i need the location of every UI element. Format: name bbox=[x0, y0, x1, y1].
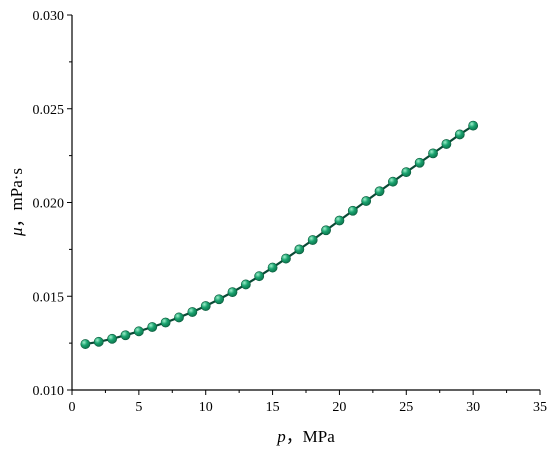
x-tick-label: 35 bbox=[533, 400, 547, 415]
y-axis-label: μ，mPa·s bbox=[7, 168, 26, 237]
data-point bbox=[454, 129, 465, 140]
data-point bbox=[267, 262, 278, 273]
data-point bbox=[227, 287, 238, 298]
x-axis-label: p，MPa bbox=[276, 427, 335, 446]
y-tick-label: 0.030 bbox=[33, 9, 65, 24]
y-tick-label: 0.010 bbox=[33, 384, 65, 399]
data-point bbox=[441, 139, 452, 149]
data-point bbox=[147, 322, 158, 332]
series-layer bbox=[80, 120, 479, 349]
data-point bbox=[281, 253, 291, 264]
data-point bbox=[174, 312, 184, 323]
y-tick-label: 0.015 bbox=[33, 290, 65, 305]
data-point bbox=[361, 196, 372, 206]
data-point bbox=[321, 225, 331, 236]
x-tick-label: 10 bbox=[199, 400, 213, 415]
data-point bbox=[80, 339, 91, 349]
y-axis-var: μ bbox=[7, 227, 26, 237]
data-point bbox=[133, 326, 144, 337]
series-line bbox=[85, 124, 474, 346]
x-tick-label: 15 bbox=[266, 400, 280, 415]
data-point bbox=[160, 317, 171, 328]
x-tick-label: 0 bbox=[69, 400, 76, 415]
data-point bbox=[93, 336, 104, 347]
data-point bbox=[388, 176, 398, 187]
data-point bbox=[107, 333, 118, 344]
x-tick-label: 25 bbox=[399, 400, 413, 415]
data-point bbox=[214, 294, 224, 305]
y-axis-unit: ，mPa·s bbox=[7, 168, 26, 228]
data-point bbox=[428, 148, 438, 159]
data-point bbox=[200, 301, 211, 311]
y-tick-label: 0.020 bbox=[33, 197, 65, 212]
data-point bbox=[240, 279, 251, 290]
x-tick-label: 30 bbox=[466, 400, 480, 415]
x-tick-label: 5 bbox=[135, 400, 142, 415]
x-axis-var: p bbox=[276, 427, 286, 446]
data-point bbox=[307, 235, 318, 245]
y-ticks: 0.010 0.015 0.020 0.025 0.030 bbox=[33, 9, 72, 399]
data-point bbox=[187, 307, 198, 317]
y-tick-label: 0.025 bbox=[33, 103, 65, 118]
data-point bbox=[254, 271, 265, 282]
x-axis-unit: ，MPa bbox=[286, 427, 336, 446]
data-point bbox=[294, 244, 305, 255]
data-point bbox=[334, 215, 345, 226]
x-tick-label: 20 bbox=[332, 400, 346, 415]
data-point bbox=[414, 157, 425, 168]
data-point bbox=[347, 205, 358, 216]
data-point bbox=[401, 167, 412, 178]
data-point bbox=[468, 120, 479, 131]
data-point bbox=[120, 330, 131, 341]
data-point bbox=[374, 186, 385, 197]
x-ticks: 0 5 10 15 20 25 30 35 bbox=[69, 390, 547, 415]
